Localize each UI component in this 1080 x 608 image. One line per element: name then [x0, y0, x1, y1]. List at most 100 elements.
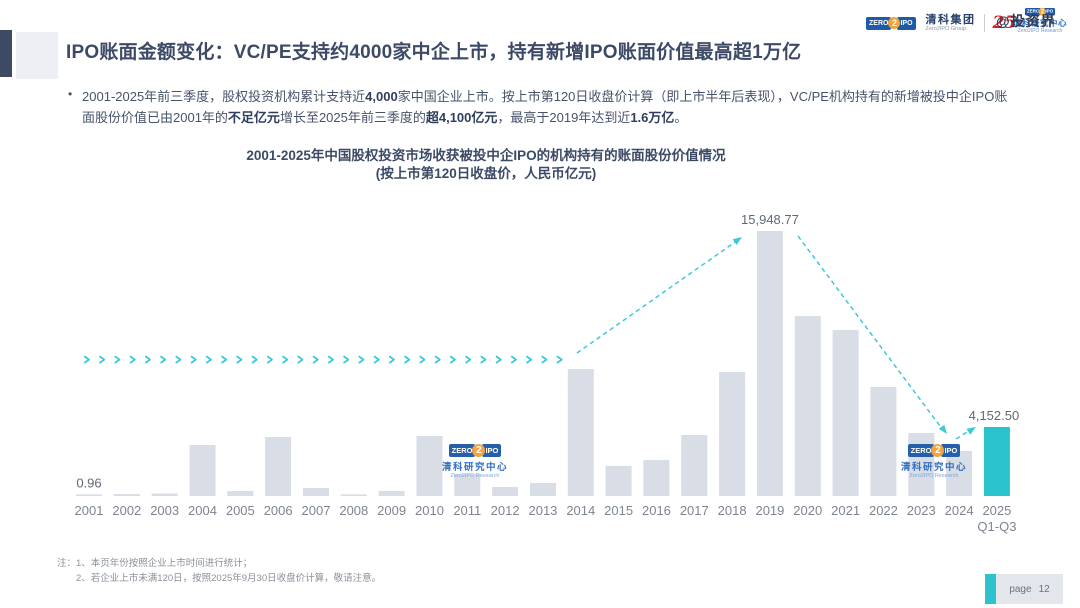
badge-two: 2 [931, 444, 945, 457]
bar-2023 [908, 433, 935, 496]
trend-chevron-icon [114, 355, 121, 364]
bar-2002 [113, 494, 140, 496]
page-title: IPO账面金额变化：VC/PE支持约4000家中企上市，持有新增IPO账面价值最… [66, 42, 802, 63]
trend-chevron-icon [266, 355, 273, 364]
x-axis-label-2012: 2012 [491, 503, 520, 518]
badge-ipo: IPO [482, 444, 502, 457]
bar-2014 [567, 369, 594, 496]
watermark-badge-icon: ZERO 2 IPO [886, 444, 982, 457]
footnote-2: 2、若企业上市未满120日，按照2025年9月30日收盘价计算，敬请注意。 [76, 572, 382, 584]
bar-2020 [794, 316, 821, 496]
title-accent-dark-bar [0, 30, 12, 77]
trend-chevron-icon [465, 355, 472, 364]
trend-chevron-icon [510, 355, 517, 364]
touzijie-watermark: @投资界 [996, 13, 1056, 29]
x-axis-label-2011: 2011 [453, 503, 481, 518]
watermark-name-en: Zero2IPO Research [909, 473, 959, 479]
trend-chevron-icon [83, 355, 90, 364]
badge-ipo: IPO [897, 16, 916, 30]
bar-2016 [643, 459, 670, 496]
trend-arrowhead-icon [732, 237, 742, 246]
trend-chevron-icon [556, 355, 563, 364]
trend-arrowhead-icon [938, 424, 947, 434]
bar-2025 [983, 427, 1010, 496]
trend-chevron-icon [404, 355, 411, 364]
zero2ipo-research-logo: ZERO 2 IPO 清科研究中心 Zero2IPO Research [1008, 8, 1072, 34]
bar-2012 [492, 487, 519, 496]
page-label: page [1009, 583, 1032, 595]
chart-watermark-logo: ZERO 2 IPO 清科研究中心 Zero2IPO Research [886, 444, 982, 479]
group-name-en: Zero2IPO Group [925, 26, 967, 33]
summary-text: 2001-2025年前三季度，股权投资机构累计支持近 [82, 89, 366, 104]
trend-chevron-icon [419, 355, 426, 364]
trend-chevron-icon [343, 355, 350, 364]
bar-2005 [227, 491, 254, 496]
trend-chevron-icon [160, 355, 167, 364]
trend-chevron-icon [541, 355, 548, 364]
bar-2021 [832, 330, 859, 496]
summary-highlight: 1.6万亿 [630, 110, 675, 125]
trend-chevron-icon [526, 355, 533, 364]
page-number-box: page 12 [996, 574, 1063, 604]
trend-chevron-icon [297, 355, 304, 364]
page-number: 12 [1038, 583, 1050, 595]
trend-chevron-icon [251, 355, 258, 364]
bar-2013 [530, 483, 556, 496]
x-axis-label-2015: 2015 [604, 503, 633, 518]
research-name-en: Zero2IPO Research [1017, 28, 1063, 35]
x-axis-label-2005: 2005 [226, 503, 255, 518]
x-axis-label-2025: 2025 [982, 503, 1011, 518]
trend-chevron-icon [327, 355, 334, 364]
x-axis-label-2010: 2010 [415, 503, 444, 518]
bar-2004 [189, 445, 216, 496]
bar-2006 [265, 437, 292, 496]
x-axis-label-2006: 2006 [264, 503, 293, 518]
x-axis-label-2018: 2018 [718, 503, 747, 518]
badge-two: 2 [1038, 8, 1047, 16]
x-axis-label-2002: 2002 [112, 503, 141, 518]
watermark-name-en: Zero2IPO Research [450, 473, 500, 479]
trend-chevron-icon [449, 355, 456, 364]
badge-two: 2 [472, 444, 486, 457]
trend-chevron-icon [221, 355, 228, 364]
trend-chevron-icon [144, 355, 151, 364]
watermark-badge-icon: ZERO 2 IPO [427, 444, 523, 457]
trend-chevron-icon [282, 355, 289, 364]
bar-2015 [605, 465, 632, 496]
x-axis-label-2004: 2004 [188, 503, 217, 518]
trend-arrowhead-icon [966, 427, 976, 435]
anniversary-25-icon: 25 [992, 13, 1017, 33]
badge-ipo: IPO [941, 444, 961, 457]
x-axis-label-2003: 2003 [150, 503, 179, 518]
summary-highlight: 超4,100亿元 [425, 110, 498, 125]
trend-chevron-icon [373, 355, 380, 364]
chart-watermark-logo: ZERO 2 IPO 清科研究中心 Zero2IPO Research [427, 444, 523, 479]
bar-2009 [378, 491, 405, 496]
trend-chevron-icon [312, 355, 319, 364]
badge-two: 2 [888, 17, 901, 29]
trend-chevron-icon [358, 355, 365, 364]
value-label-2019: 15,948.77 [741, 212, 799, 227]
bar-2001 [76, 494, 102, 496]
bar-2003 [151, 493, 178, 496]
x-axis-label-2007: 2007 [302, 503, 331, 518]
bar-2022 [870, 387, 897, 496]
trend-rise-to-2025 [955, 428, 973, 440]
zero2ipo-badge-icon: ZERO 2 IPO [866, 16, 916, 30]
watermark-name-cn: 清科研究中心 [900, 462, 967, 473]
value-label-2001: 0.96 [76, 475, 101, 490]
badge-zero: ZERO [1025, 8, 1041, 16]
summary-text: 家中国企业上市。按上市第120日收盘价计算（即上市半年后表现），VC/PE机构持… [82, 89, 1008, 125]
badge-ipo: IPO [1043, 8, 1055, 16]
bar-2008 [340, 494, 367, 496]
title-accent-light-bar [16, 32, 58, 79]
chart-title-block: 2001-2025年中国股权投资市场收获被投中企IPO的机构持有的账面股份价值情… [66, 147, 906, 183]
bar-2024 [946, 451, 973, 496]
trend-chevron-icon [495, 355, 502, 364]
x-axis-label-2009: 2009 [377, 503, 406, 518]
value-label-2025: 4,152.50 [969, 408, 1020, 423]
x-axis-label-2025: Q1-Q3 [977, 519, 1016, 534]
x-axis-label-2013: 2013 [528, 503, 557, 518]
bar-2007 [303, 488, 329, 496]
